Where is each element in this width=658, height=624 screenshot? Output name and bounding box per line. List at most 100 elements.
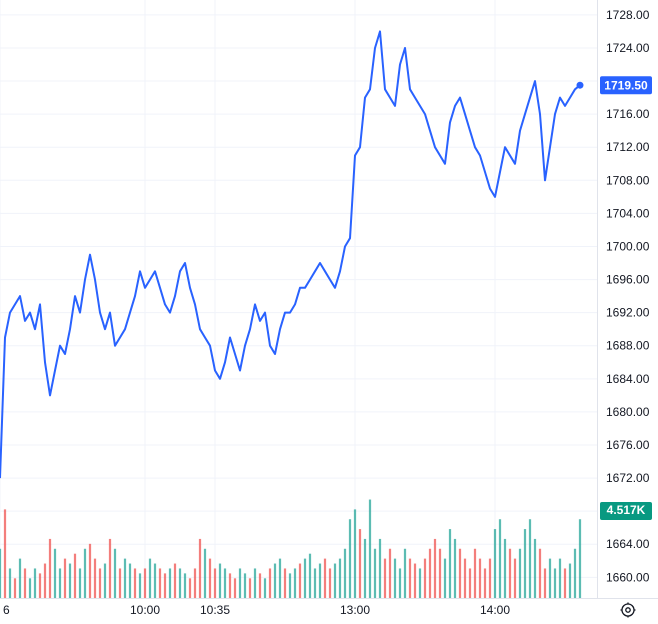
volume-bar — [573, 548, 577, 598]
volume-bar — [398, 568, 402, 598]
volume-bar — [253, 568, 257, 598]
volume-bar — [558, 558, 562, 598]
volume-bar — [73, 553, 77, 598]
price-tick-label: 1724.00 — [606, 41, 650, 55]
volume-bar — [213, 568, 217, 598]
volume-bar — [448, 529, 452, 598]
time-tick-label: 6 — [3, 603, 10, 617]
volume-bar — [158, 568, 162, 598]
volume-bar — [313, 568, 317, 598]
volume-bar — [63, 558, 67, 598]
price-tick-label: 1660.00 — [606, 570, 650, 584]
volume-bar — [538, 548, 542, 598]
time-tick-label: 10:35 — [200, 603, 230, 617]
volume-bar — [248, 578, 252, 598]
volume-bar — [83, 548, 87, 598]
volume-bar — [8, 568, 12, 598]
volume-bar — [518, 548, 522, 598]
volume-bar — [523, 529, 527, 598]
volume-bar — [43, 563, 47, 598]
volume-bar — [468, 568, 472, 598]
volume-bar — [368, 499, 372, 598]
volume-bar — [383, 558, 387, 598]
volume-bar — [333, 563, 337, 598]
time-tick-label: 14:00 — [480, 603, 510, 617]
volume-bar — [18, 558, 22, 598]
volume-bar — [103, 563, 107, 598]
volume-bar — [458, 548, 462, 598]
volume-bar — [373, 548, 377, 598]
volume-bar — [168, 568, 172, 598]
volume-bar — [473, 548, 477, 598]
volume-bar — [223, 568, 227, 598]
volume-bar — [88, 543, 92, 598]
volume-bar — [218, 563, 222, 598]
price-tick-label: 1712.00 — [606, 140, 650, 154]
volume-bars — [0, 499, 582, 598]
volume-bar — [498, 519, 502, 598]
volume-bar — [533, 538, 537, 598]
volume-bar — [268, 568, 272, 598]
volume-bar — [403, 548, 407, 598]
volume-bar — [78, 568, 82, 598]
volume-bar — [183, 573, 187, 598]
volume-bar — [488, 558, 492, 598]
volume-bar — [503, 538, 507, 598]
volume-bar — [93, 558, 97, 598]
volume-bar — [233, 578, 237, 598]
volume-bar — [68, 563, 72, 598]
price-tick-label: 1728.00 — [606, 8, 650, 22]
settings-gear-icon[interactable] — [619, 601, 637, 619]
last-price-badge: 1719.50 — [600, 76, 652, 95]
volume-bar — [323, 558, 327, 598]
volume-bar — [328, 568, 332, 598]
volume-bar — [353, 509, 357, 598]
volume-bar — [148, 558, 152, 598]
volume-bar — [363, 538, 367, 598]
volume-bar — [203, 548, 207, 598]
time-tick-label: 13:00 — [340, 603, 370, 617]
volume-bar — [143, 568, 147, 598]
price-tick-label: 1688.00 — [606, 339, 650, 353]
price-tick-label: 1696.00 — [606, 273, 650, 287]
volume-bar — [3, 509, 7, 598]
price-axis[interactable]: 1660.001664.001668.001672.001676.001680.… — [606, 8, 650, 584]
volume-bar — [563, 568, 567, 598]
volume-bar — [193, 568, 197, 598]
volume-bar — [548, 558, 552, 598]
volume-bar — [388, 548, 392, 598]
volume-bar — [478, 558, 482, 598]
volume-bar — [423, 558, 427, 598]
price-tick-label: 1680.00 — [606, 405, 650, 419]
volume-bar — [453, 538, 457, 598]
volume-bar — [493, 529, 497, 598]
volume-bar — [283, 568, 287, 598]
volume-bar — [128, 563, 132, 598]
last-price-dot — [576, 81, 584, 89]
volume-bar — [208, 558, 212, 598]
volume-bar — [318, 563, 322, 598]
price-tick-label: 1672.00 — [606, 471, 650, 485]
volume-bar — [173, 563, 177, 598]
volume-bar — [243, 573, 247, 598]
volume-bar — [48, 538, 52, 598]
volume-bar — [58, 568, 62, 598]
price-tick-label: 1684.00 — [606, 372, 650, 386]
volume-bar — [513, 558, 517, 598]
volume-bar — [13, 578, 17, 598]
volume-bar — [108, 538, 112, 598]
volume-bar — [308, 553, 312, 598]
volume-bar — [393, 558, 397, 598]
volume-bar — [428, 548, 432, 598]
volume-bar — [288, 573, 292, 598]
time-tick-label: 10:00 — [130, 603, 160, 617]
volume-bar — [133, 568, 137, 598]
price-tick-label: 1704.00 — [606, 206, 650, 220]
volume-bar — [263, 578, 267, 598]
volume-bar — [178, 568, 182, 598]
time-axis[interactable]: 6 10:00 10:35 13:00 14:00 — [3, 603, 510, 617]
volume-bar — [188, 578, 192, 598]
volume-bar — [433, 538, 437, 598]
volume-bar — [278, 558, 282, 598]
